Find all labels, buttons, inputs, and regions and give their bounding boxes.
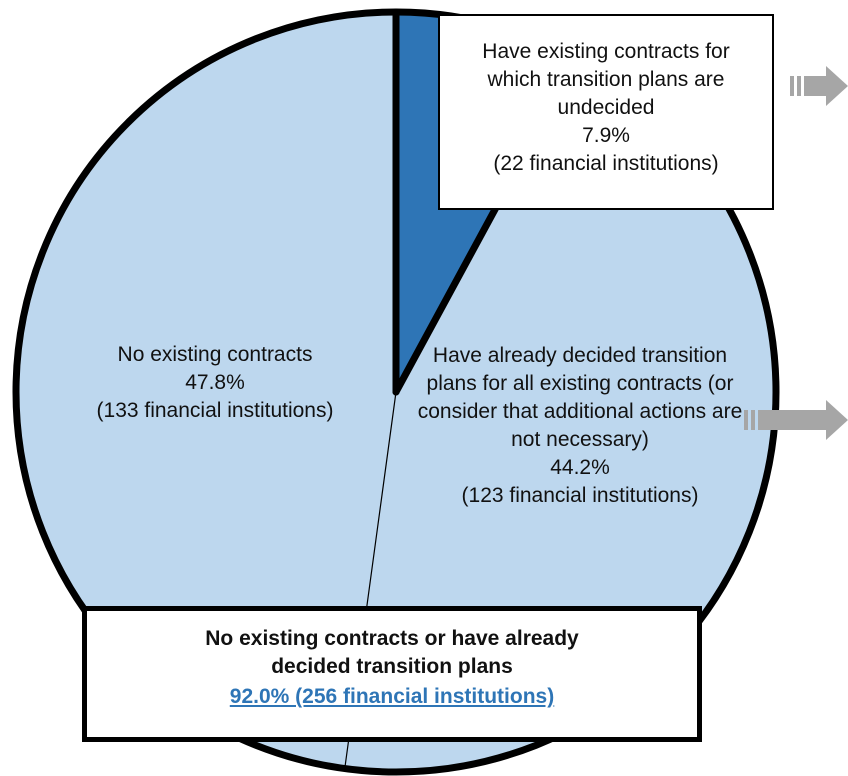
category-label: Have already decided transition plans fo… xyxy=(417,344,743,451)
summary-label: 92.0% (256 financial institutions) xyxy=(229,685,555,708)
category-label: No existing contracts xyxy=(117,343,313,366)
slice-label: No existing contracts 47.8% (133 financi… xyxy=(40,341,390,425)
slice-label: Have existing contracts for which transi… xyxy=(438,14,774,210)
pie-slice xyxy=(15,12,397,769)
slice-label: Have already decided transition plans fo… xyxy=(402,342,758,510)
value-label: 7.9% xyxy=(582,124,630,147)
category-label: Have existing contracts for which transi… xyxy=(482,40,730,119)
count-label: (22 financial institutions) xyxy=(493,152,719,175)
pie-slice xyxy=(344,57,777,772)
arrow xyxy=(744,66,848,440)
value-label: 44.2% xyxy=(550,456,610,479)
count-label: (123 financial institutions) xyxy=(461,484,699,507)
count-label: (133 financial institutions) xyxy=(96,399,334,422)
summary-box: No existing contracts or have already de… xyxy=(82,606,702,742)
value-label: 47.8% xyxy=(185,371,245,394)
summary-title: No existing contracts or have already de… xyxy=(205,627,579,678)
